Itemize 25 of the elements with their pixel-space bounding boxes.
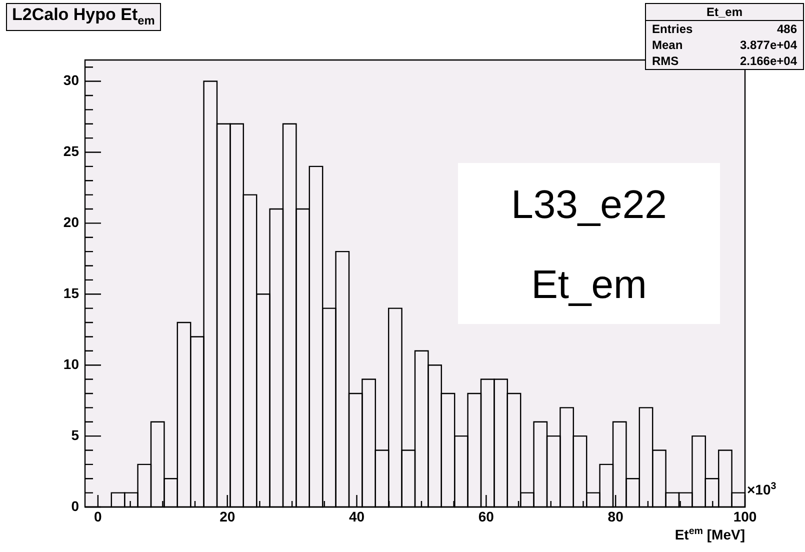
x-tick-label: 40 — [348, 508, 365, 524]
y-tick-label: 0 — [71, 498, 80, 514]
y-tick-label: 15 — [63, 285, 80, 301]
x-tick-label: 60 — [478, 508, 494, 524]
y-tick-label: 5 — [71, 426, 80, 443]
text: ×10$^{3}$ — [747, 481, 776, 498]
text: Mean — [652, 38, 683, 52]
y-tick-label: 10 — [63, 356, 80, 372]
annotation: RMS — [652, 54, 679, 68]
y-tick-label: 20 — [63, 214, 80, 230]
y-tick-label: 30 — [63, 72, 80, 88]
x-axis-title: Et$^{em}$ [MeV] — [674, 526, 745, 543]
text: Et_em — [646, 4, 803, 21]
y-tick-label: 25 — [63, 143, 80, 160]
x-tick-label: 80 — [608, 508, 624, 524]
text: Entries — [652, 22, 693, 36]
x-tick-label: 0 — [94, 508, 102, 524]
x-tick-label: 100 — [733, 508, 757, 524]
text: 486 — [776, 22, 797, 36]
x-tick-label: 20 — [220, 508, 236, 524]
text: 3.877e+04 — [740, 38, 797, 52]
annotation: 2.166e+04 — [740, 54, 797, 68]
chart-title: L2Calo Hypo Et$_{em}$ — [6, 3, 161, 32]
annotation: Et_em — [530, 262, 648, 309]
annotation: L33_e22 — [510, 182, 668, 229]
